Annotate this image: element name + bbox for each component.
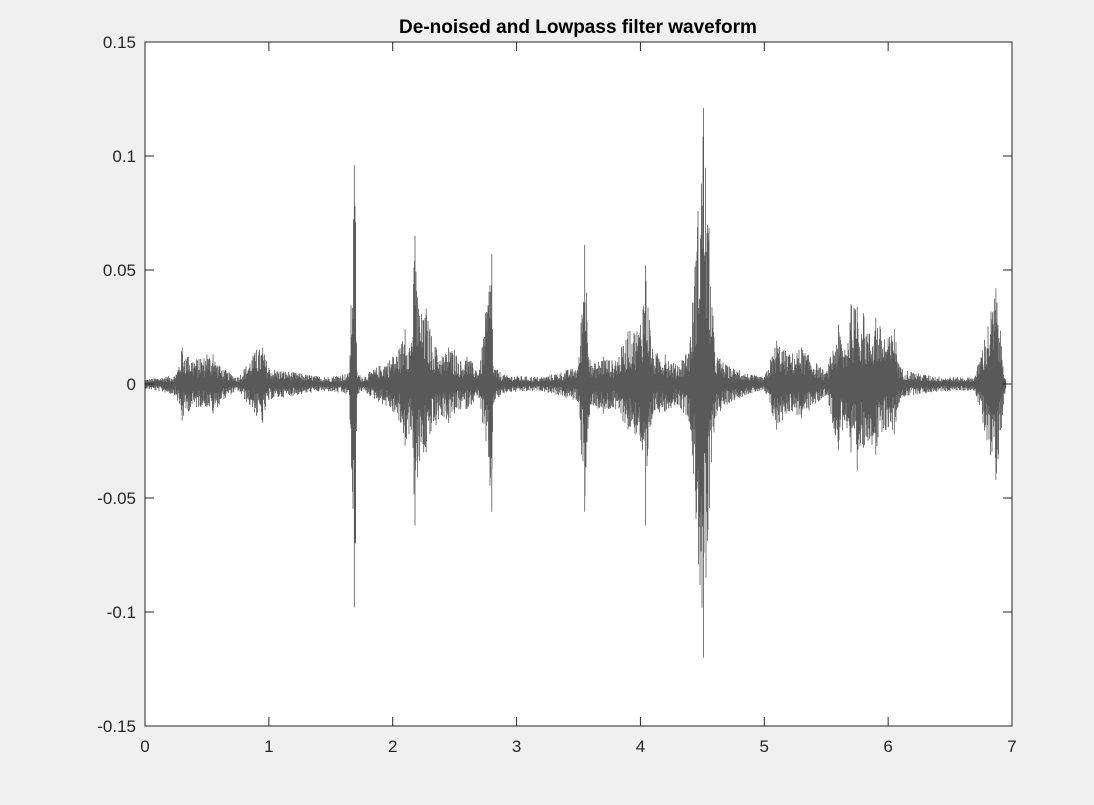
y-tick-label: 0.15 xyxy=(103,33,136,52)
x-tick-label: 7 xyxy=(1007,737,1016,756)
x-tick-label: 6 xyxy=(883,737,892,756)
y-tick-label: 0.05 xyxy=(103,261,136,280)
chart-title: De-noised and Lowpass filter waveform xyxy=(399,17,757,38)
x-tick-label: 2 xyxy=(388,737,397,756)
x-tick-label: 3 xyxy=(512,737,521,756)
x-tick-label: 4 xyxy=(636,737,645,756)
axes: 0 1 2 3 4 5 6 7 0.15 0.1 0.05 0 -0.05 -0.1 -0.15 xyxy=(97,33,1016,756)
y-tick-label: -0.1 xyxy=(107,603,136,622)
y-tick-label: 0 xyxy=(127,375,136,394)
y-tick-label: 0.1 xyxy=(112,147,136,166)
x-tick-label: 1 xyxy=(264,737,273,756)
y-tick-label: -0.05 xyxy=(97,489,136,508)
x-tick-label: 0 xyxy=(140,737,149,756)
y-tick-label: -0.15 xyxy=(97,717,136,736)
ticks: 0 1 2 3 4 5 6 7 0.15 0.1 0.05 0 -0.05 -0.1 -0.15 xyxy=(97,33,1016,756)
x-tick-label: 5 xyxy=(760,737,769,756)
